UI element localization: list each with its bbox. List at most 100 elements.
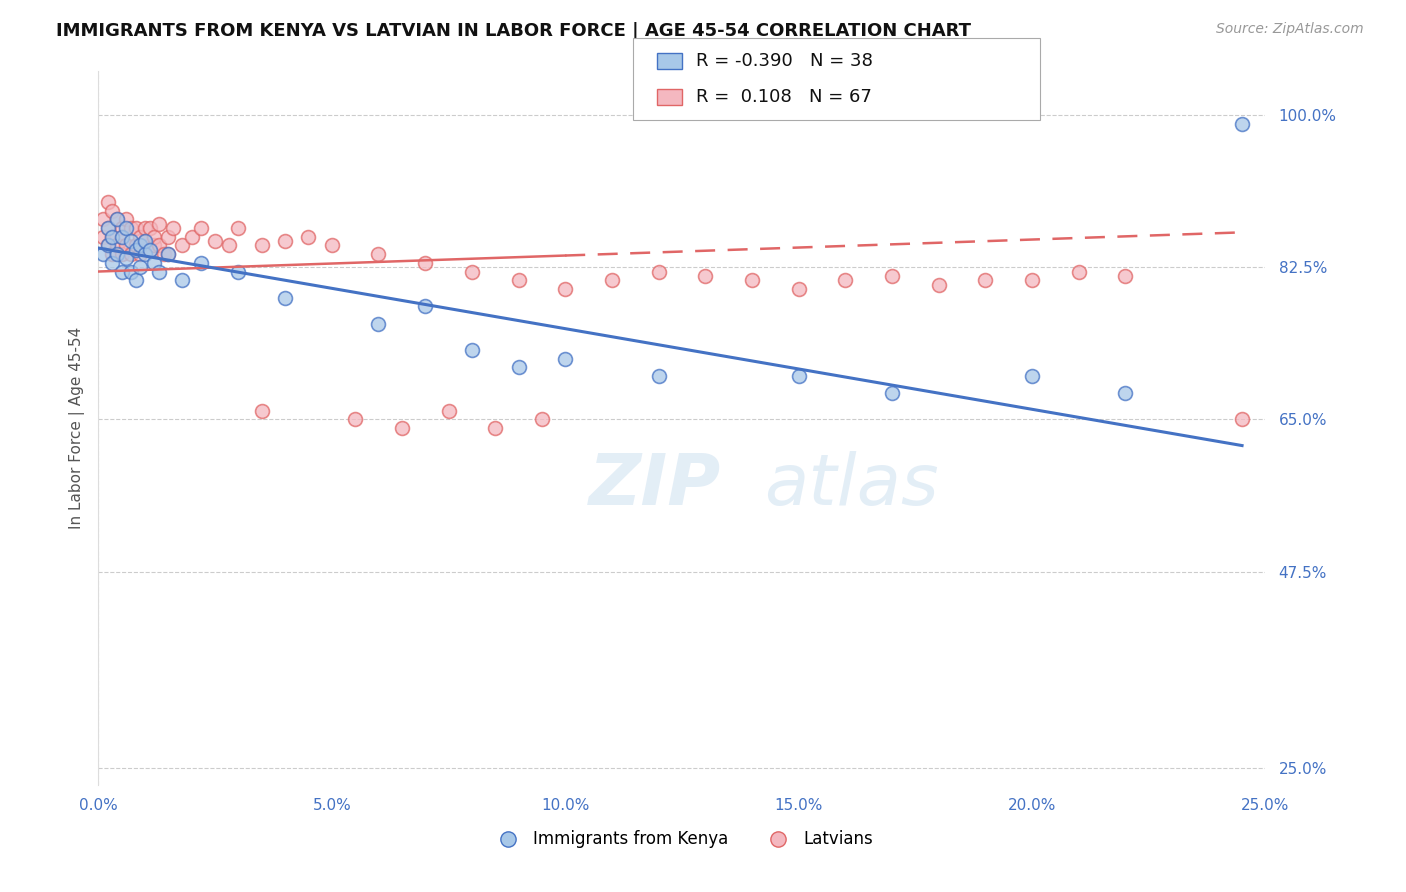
Point — [1230, 412, 1253, 426]
Point — [157, 247, 180, 261]
Point — [162, 221, 184, 235]
Text: IMMIGRANTS FROM KENYA VS LATVIAN IN LABOR FORCE | AGE 45-54 CORRELATION CHART: IMMIGRANTS FROM KENYA VS LATVIAN IN LABO… — [56, 22, 972, 40]
Point — [297, 229, 319, 244]
Point — [530, 412, 553, 426]
Text: Source: ZipAtlas.com: Source: ZipAtlas.com — [1216, 22, 1364, 37]
Point — [129, 260, 152, 275]
Point — [274, 234, 297, 248]
Point — [554, 351, 576, 366]
Point — [152, 247, 174, 261]
Point — [180, 229, 202, 244]
Point — [97, 238, 120, 252]
Y-axis label: In Labor Force | Age 45-54: In Labor Force | Age 45-54 — [69, 327, 84, 529]
Point — [91, 229, 114, 244]
Point — [143, 238, 166, 252]
Point — [115, 252, 138, 266]
Point — [111, 247, 134, 261]
Point — [321, 238, 343, 252]
Point — [204, 234, 226, 248]
Point — [115, 221, 138, 235]
Point — [139, 243, 162, 257]
Point — [148, 238, 170, 252]
Text: ZIP: ZIP — [589, 450, 721, 520]
Point — [880, 268, 903, 283]
Point — [787, 282, 810, 296]
Point — [125, 238, 148, 252]
Point — [554, 282, 576, 296]
Point — [139, 221, 162, 235]
Point — [367, 317, 389, 331]
Point — [1021, 273, 1043, 287]
Point — [129, 247, 152, 261]
Point — [134, 247, 156, 261]
Point — [91, 247, 114, 261]
Point — [120, 264, 142, 278]
Point — [228, 264, 250, 278]
Point — [437, 403, 460, 417]
Point — [97, 194, 120, 209]
Point — [274, 291, 297, 305]
Point — [190, 221, 212, 235]
Point — [105, 212, 128, 227]
Legend: Immigrants from Kenya, Latvians: Immigrants from Kenya, Latvians — [485, 824, 879, 855]
Point — [111, 221, 134, 235]
Point — [484, 421, 506, 435]
Point — [111, 229, 134, 244]
Point — [1021, 368, 1043, 383]
Point — [367, 247, 389, 261]
Point — [134, 234, 156, 248]
Point — [129, 229, 152, 244]
Point — [647, 368, 669, 383]
Point — [391, 421, 413, 435]
Point — [250, 238, 273, 252]
Point — [143, 256, 166, 270]
Point — [741, 273, 763, 287]
Point — [125, 243, 148, 257]
Point — [600, 273, 623, 287]
Point — [115, 212, 138, 227]
Point — [101, 247, 124, 261]
Point — [97, 221, 120, 235]
Point — [129, 238, 152, 252]
Point — [105, 247, 128, 261]
Point — [139, 243, 162, 257]
Point — [344, 412, 367, 426]
Point — [413, 256, 436, 270]
Point — [115, 238, 138, 252]
Point — [157, 247, 180, 261]
Point — [91, 212, 114, 227]
Point — [125, 273, 148, 287]
Point — [695, 268, 717, 283]
Point — [1114, 268, 1136, 283]
Point — [143, 229, 166, 244]
Point — [120, 234, 142, 248]
Point — [101, 229, 124, 244]
Point — [120, 247, 142, 261]
Point — [461, 343, 484, 357]
Point — [172, 238, 194, 252]
Point — [101, 203, 124, 218]
Point — [228, 221, 250, 235]
Point — [111, 264, 134, 278]
Text: R = -0.390   N = 38: R = -0.390 N = 38 — [696, 52, 873, 70]
Point — [148, 217, 170, 231]
Point — [928, 277, 950, 292]
Point — [1230, 117, 1253, 131]
Point — [111, 229, 134, 244]
Point — [508, 360, 530, 375]
Point — [787, 368, 810, 383]
Point — [413, 299, 436, 313]
Point — [105, 212, 128, 227]
Point — [1114, 386, 1136, 401]
Point — [134, 221, 156, 235]
Point — [1067, 264, 1090, 278]
Point — [134, 234, 156, 248]
Point — [120, 221, 142, 235]
Point — [834, 273, 856, 287]
Point — [461, 264, 484, 278]
Point — [157, 229, 180, 244]
Point — [125, 221, 148, 235]
Point — [101, 256, 124, 270]
Point — [218, 238, 240, 252]
Point — [148, 264, 170, 278]
